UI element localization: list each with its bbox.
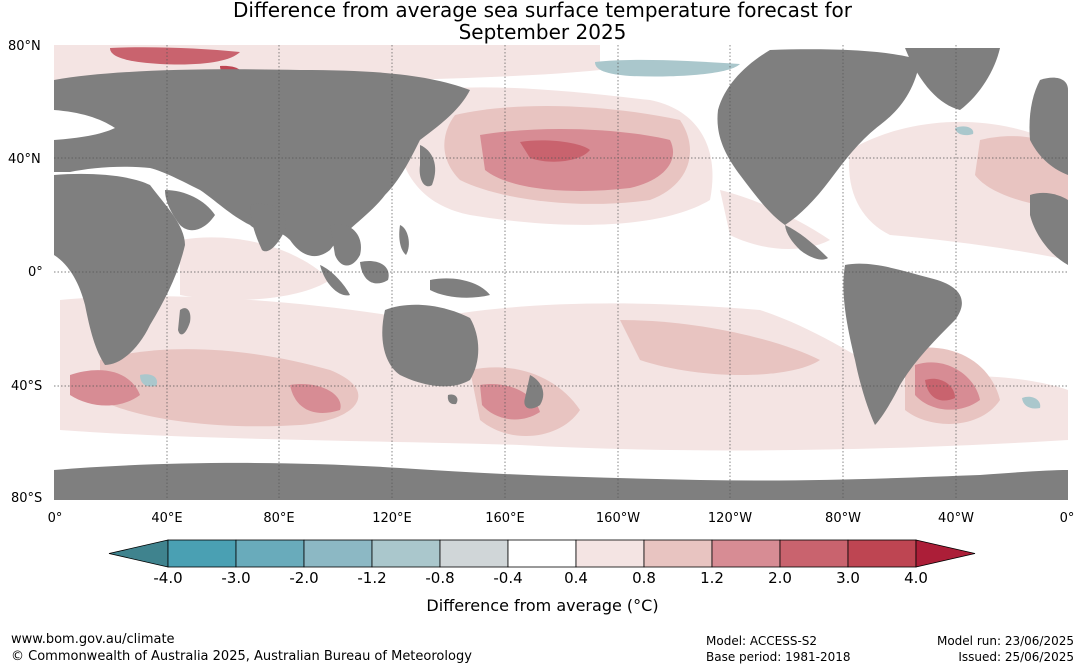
lon-label-80e: 80°E bbox=[263, 511, 295, 526]
colorbar-swatch bbox=[235, 539, 305, 568]
colorbar-tick-label: -1.2 bbox=[357, 569, 387, 587]
lon-label-120w: 120°W bbox=[707, 511, 753, 526]
anomaly-weak-east-pacific bbox=[720, 190, 830, 250]
lat-label-40s: 40°S bbox=[11, 379, 43, 394]
land-tasmania bbox=[447, 394, 458, 405]
anomaly-very-strong-north-pacific bbox=[520, 140, 590, 162]
anomaly-strong-arctic-north bbox=[110, 47, 240, 65]
colorbar-tick-label: -3.0 bbox=[221, 569, 251, 587]
land-japan bbox=[419, 145, 436, 187]
anomaly-moderate-south-pacific bbox=[620, 320, 820, 375]
footer-model-info: Model: ACCESS-S2 Base period: 1981-2018 bbox=[706, 633, 851, 665]
colorbar-tick-label: 0.8 bbox=[632, 569, 656, 587]
land-madagascar bbox=[178, 308, 191, 335]
lat-label-80s: 80°S bbox=[11, 491, 43, 506]
land-north-america bbox=[717, 49, 920, 225]
anomaly-moderate-southern-ocean bbox=[100, 349, 359, 427]
map-title-line2: September 2025 bbox=[458, 20, 627, 44]
land-new-zealand bbox=[524, 375, 544, 409]
land-europe-west bbox=[1029, 77, 1068, 175]
lon-label-40w: 40°W bbox=[938, 511, 974, 526]
land-arabia bbox=[165, 190, 215, 231]
land-antarctica bbox=[54, 462, 1068, 500]
lon-label-40e: 40°E bbox=[151, 511, 183, 526]
land-eurasia bbox=[54, 69, 470, 257]
colorbar-tick-label: -0.8 bbox=[425, 569, 455, 587]
anomaly-strong-south-indian bbox=[70, 370, 140, 406]
land-new-guinea bbox=[430, 278, 490, 298]
colorbar-tick-label: -2.0 bbox=[289, 569, 319, 587]
land-india bbox=[250, 203, 286, 252]
anomaly-strong-tasman bbox=[480, 384, 540, 420]
graticule bbox=[54, 45, 1068, 500]
colorbar-tick-label: 2.0 bbox=[768, 569, 792, 587]
lat-label-80n: 80°N bbox=[8, 39, 41, 54]
colorbar-swatch bbox=[507, 539, 577, 568]
colorbar-extend-high bbox=[915, 539, 976, 568]
footer-url: www.bom.gov.au/climate bbox=[11, 632, 175, 647]
footer-model-run: Model run: 23/06/2025 bbox=[936, 634, 1074, 648]
colorbar-tick-label: -0.4 bbox=[493, 569, 523, 587]
land-africa-west-edge bbox=[1030, 192, 1068, 265]
lon-label-120e: 120°E bbox=[372, 511, 412, 526]
anomaly-cool-south-indian bbox=[140, 374, 158, 387]
land-indonesia-borneo bbox=[360, 260, 389, 284]
footer-base-period: Base period: 1981-2018 bbox=[706, 650, 851, 664]
colorbar-extend-low bbox=[108, 539, 169, 568]
anomaly-cool bbox=[140, 59, 1041, 409]
lon-label-80w: 80°W bbox=[825, 511, 861, 526]
anomaly-strong-southern-ocean bbox=[290, 384, 341, 413]
colorbar-tick-label: -4.0 bbox=[153, 569, 183, 587]
colorbar-swatch bbox=[847, 539, 917, 568]
anomaly-cool-beaufort bbox=[595, 59, 740, 77]
colorbar-tick-label: 3.0 bbox=[836, 569, 860, 587]
land-masses bbox=[54, 48, 1068, 500]
footer-run-info: Model run: 23/06/2025 Issued: 25/06/2025 bbox=[937, 633, 1074, 665]
colorbar-tick-label: 0.4 bbox=[564, 569, 588, 587]
anomaly-cool-south-atlantic-east bbox=[1022, 396, 1041, 409]
colorbar-swatch bbox=[643, 539, 713, 568]
colorbar-swatch bbox=[779, 539, 849, 568]
colorbar-swatch bbox=[711, 539, 781, 568]
anomaly-cool-labrador bbox=[955, 126, 974, 136]
footer-copyright: © Commonwealth of Australia 2025, Austra… bbox=[11, 649, 472, 664]
footer-model: Model: ACCESS-S2 bbox=[706, 634, 818, 648]
map-title-line1: Difference from average sea surface temp… bbox=[232, 0, 852, 22]
anomaly-weak-indian-ocean bbox=[180, 237, 330, 300]
colorbar-swatch bbox=[575, 539, 645, 568]
colorbar-swatch bbox=[439, 539, 509, 568]
land-philippines bbox=[399, 225, 409, 255]
anomaly-strong-north-pacific bbox=[480, 128, 674, 191]
lon-label-0-left: 0° bbox=[47, 511, 63, 526]
land-central-america bbox=[785, 225, 828, 260]
anomaly-very-strong bbox=[220, 65, 955, 401]
colorbar-tick-label: 1.2 bbox=[700, 569, 724, 587]
colorbar-swatch bbox=[303, 539, 373, 568]
lon-label-160e: 160°E bbox=[485, 511, 525, 526]
colorbar-swatch bbox=[371, 539, 441, 568]
colorbar bbox=[108, 539, 976, 568]
colorbar-swatch bbox=[167, 539, 237, 568]
land-south-america bbox=[843, 263, 962, 425]
anomaly-very-strong-south-atlantic bbox=[925, 378, 955, 401]
lat-label-equator: 0° bbox=[28, 265, 43, 280]
footer-left: www.bom.gov.au/climate © Commonwealth of… bbox=[11, 631, 472, 665]
land-australia bbox=[382, 304, 479, 387]
land-greenland bbox=[905, 48, 1000, 110]
land-africa bbox=[54, 173, 185, 365]
footer-issued: Issued: 25/06/2025 bbox=[958, 650, 1074, 664]
lon-label-160w: 160°W bbox=[595, 511, 641, 526]
land-southeast-asia bbox=[330, 224, 361, 266]
land-sumatra bbox=[320, 265, 350, 296]
lat-label-40n: 40°N bbox=[8, 152, 41, 167]
colorbar-title: Difference from average (°C) bbox=[426, 596, 659, 615]
colorbar-tick-label: 4.0 bbox=[904, 569, 928, 587]
lon-label-0-right: 0° bbox=[1059, 511, 1075, 526]
